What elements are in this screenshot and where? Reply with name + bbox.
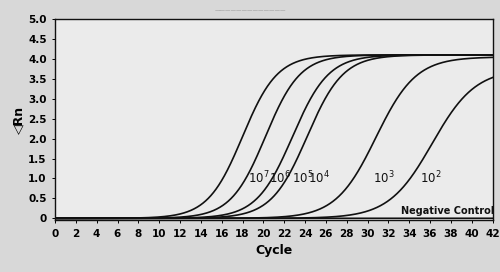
Text: —————————————: ————————————— [214,8,286,13]
Y-axis label: ◁Rn: ◁Rn [12,106,26,134]
Text: $10^5$: $10^5$ [292,170,314,187]
Text: $10^6$: $10^6$ [268,170,290,187]
Text: $10^7$: $10^7$ [248,170,270,187]
Text: $10^3$: $10^3$ [372,170,394,187]
X-axis label: Cycle: Cycle [255,244,292,257]
Text: $10^2$: $10^2$ [420,170,441,187]
Text: $10^4$: $10^4$ [308,170,330,187]
Text: Negative Control: Negative Control [401,206,494,216]
